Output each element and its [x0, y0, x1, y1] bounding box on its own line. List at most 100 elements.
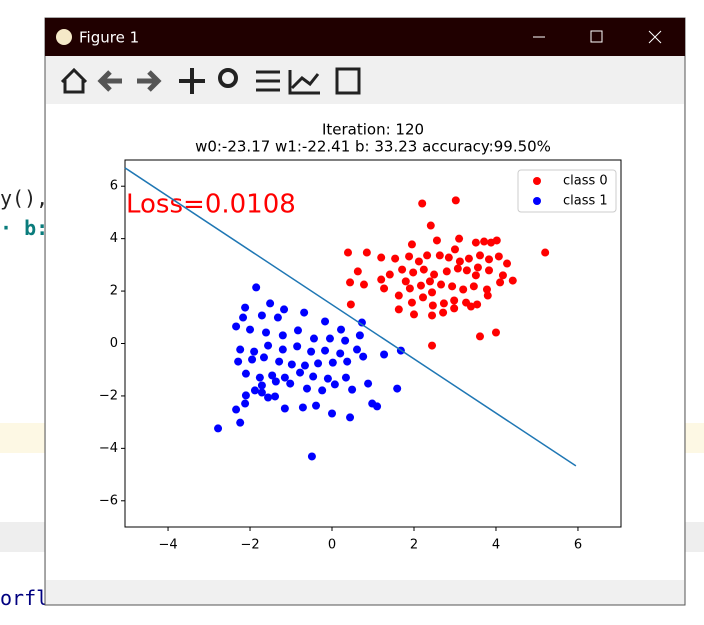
title-bar — [45, 18, 685, 56]
point — [459, 285, 468, 294]
point — [353, 267, 362, 276]
home-button[interactable] — [60, 67, 88, 94]
window-title: Figure 1 — [79, 29, 139, 47]
chart-title: Iteration: 120 — [322, 121, 424, 139]
point — [430, 270, 439, 279]
point — [348, 385, 357, 394]
point — [541, 248, 550, 257]
point — [257, 388, 266, 397]
point — [287, 360, 296, 369]
point — [296, 368, 305, 377]
point — [346, 413, 355, 422]
pan-button[interactable] — [179, 68, 205, 94]
point — [455, 257, 464, 266]
x-tick-label: 0 — [328, 538, 336, 553]
point — [373, 402, 382, 411]
point — [264, 393, 273, 402]
point — [359, 280, 368, 289]
point — [428, 311, 437, 320]
code-line: · b: — [0, 216, 49, 240]
point — [464, 254, 473, 263]
code-line: orfl — [0, 586, 49, 610]
point — [257, 311, 266, 320]
point — [278, 331, 287, 340]
point — [307, 347, 316, 356]
point — [234, 357, 243, 366]
point — [312, 401, 321, 410]
point — [341, 336, 350, 345]
point — [280, 404, 289, 413]
y-tick-label: −6 — [99, 493, 118, 508]
point — [262, 328, 271, 337]
maximize-button[interactable] — [590, 30, 603, 43]
point — [323, 374, 332, 383]
point — [298, 403, 307, 412]
point — [439, 308, 448, 317]
point — [450, 304, 459, 313]
point — [380, 284, 389, 293]
point — [321, 346, 330, 355]
point — [359, 352, 368, 361]
zoom-button[interactable] — [218, 68, 238, 88]
point — [437, 280, 446, 289]
y-tick-label: −4 — [99, 441, 118, 456]
point — [483, 291, 492, 300]
point — [491, 328, 500, 337]
point — [394, 291, 403, 300]
point — [466, 302, 475, 311]
point — [450, 296, 459, 305]
point — [485, 255, 494, 264]
y-tick-label: 2 — [110, 284, 118, 299]
x-tick-label: 6 — [574, 538, 582, 553]
point — [280, 305, 289, 314]
point — [439, 299, 448, 308]
point — [241, 303, 250, 312]
save-button[interactable] — [335, 67, 361, 95]
x-tick-label: 4 — [492, 538, 500, 553]
forward-button[interactable] — [137, 70, 162, 92]
point — [419, 293, 428, 302]
point — [337, 325, 346, 334]
close-button[interactable] — [648, 30, 662, 44]
back-button[interactable] — [97, 70, 122, 92]
legend-marker — [533, 197, 541, 205]
point — [264, 341, 273, 350]
point — [309, 372, 318, 381]
point — [300, 308, 309, 317]
point — [498, 271, 507, 280]
point — [407, 240, 416, 249]
point — [409, 310, 418, 319]
point — [426, 221, 435, 230]
point — [343, 357, 352, 366]
point — [330, 380, 339, 389]
point — [257, 381, 266, 390]
point — [405, 252, 414, 261]
point — [271, 392, 280, 401]
subplots-button[interactable] — [256, 70, 280, 92]
point — [250, 347, 259, 356]
y-tick-label: 4 — [110, 231, 118, 246]
x-tick-label: 2 — [410, 538, 418, 553]
point — [418, 199, 427, 208]
point — [473, 300, 482, 309]
point — [398, 265, 407, 274]
point — [325, 334, 334, 343]
point — [318, 386, 327, 395]
point — [377, 275, 386, 284]
point — [293, 342, 302, 351]
point — [357, 318, 366, 327]
point — [353, 345, 362, 354]
point — [492, 236, 501, 245]
point — [423, 251, 432, 260]
edit-button[interactable] — [288, 70, 320, 95]
axes-frame — [124, 159, 622, 528]
point — [309, 334, 318, 343]
point — [236, 418, 245, 427]
y-tick-label: −2 — [99, 388, 118, 403]
point — [355, 331, 364, 340]
point — [462, 266, 471, 275]
point — [271, 377, 280, 386]
point — [469, 282, 478, 291]
